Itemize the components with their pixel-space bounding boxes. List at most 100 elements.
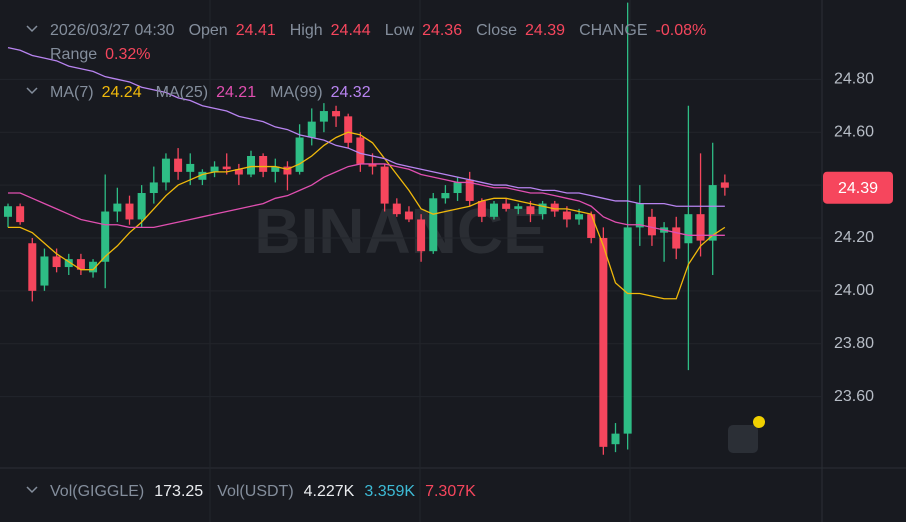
info-value: 24.41 [236,22,276,39]
candle-body [307,121,316,138]
info-value: 24.44 [331,22,371,39]
candle-body [575,214,584,220]
candle-body [198,171,207,180]
info-label: High [290,22,323,39]
candle-body [720,182,729,188]
plot [0,2,822,455]
price-tag-label: 24.39 [838,180,878,197]
candle-body [89,261,98,273]
candle-body [550,203,559,212]
legend-value: 24.24 [102,84,142,101]
candle-body [137,193,146,220]
ma-line [7,46,725,207]
candle-body [514,206,523,209]
legend-value: 24.21 [216,84,256,101]
vol-label: Vol(USDT) [217,483,293,500]
candle-body [247,156,255,175]
chevron[interactable] [26,87,38,95]
price-tag [823,171,893,204]
candle-body [210,166,219,172]
y-tick-label: 24.60 [834,123,874,140]
vol-value: 4.227K [304,483,355,500]
candle-body [404,211,413,220]
candle-body [332,111,341,117]
notes-button[interactable] [728,425,758,453]
candle-body [271,166,280,172]
candle-body [125,203,134,220]
candle-body [429,198,438,252]
candle-body [52,256,61,268]
ma-line [8,163,725,236]
y-tick-label: 24.80 [834,71,874,88]
candle-body [295,137,304,172]
info-label: Low [385,22,415,39]
candle-body [283,166,292,175]
candle-body [356,137,365,164]
candle-body [4,206,12,217]
info-value: 24.36 [422,22,462,39]
ma-line [8,131,726,300]
chevron[interactable] [26,486,38,494]
candle-body [696,214,705,241]
legend-label: MA(99) [270,84,322,101]
candle-body [623,227,632,434]
info-value: -0.08% [656,22,707,39]
y-tick-label: 23.60 [834,388,874,405]
candle-body [161,158,170,183]
timestamp: 2026/03/27 04:30 [50,22,175,39]
candle-body [174,158,183,172]
legend-label: MA(7) [50,84,94,101]
candle-body [76,259,85,270]
legend-label: MA(25) [156,84,208,101]
candle-body [502,203,511,209]
info-label: Range [50,46,97,63]
candle-body [234,169,243,175]
vol-label: Vol(GIGGLE) [50,483,144,500]
candle-body [684,214,693,244]
info-label: Open [189,22,228,39]
candle-body [611,433,620,445]
candle-body [417,219,426,252]
candle-body [392,203,401,215]
candle-body [186,163,195,172]
candle-body [368,163,377,167]
candle-body [526,206,535,215]
candle-body [16,206,25,223]
notify-dot [753,416,765,428]
candle-body [344,116,353,143]
y-tick-label: 24.20 [834,229,874,246]
candle-body [40,256,49,286]
info-value: 24.39 [525,22,565,39]
y-tick-label: 23.80 [834,335,874,352]
vol-ma-value: 3.359K [364,483,415,500]
candle-body [647,216,656,236]
candle-body [380,166,389,204]
info-label: Close [476,22,517,39]
vol-value: 173.25 [154,483,203,500]
candle-body [708,185,717,241]
info-label: CHANGE [579,22,647,39]
candle-body [477,200,486,217]
vol-ma-value: 7.307K [425,483,476,500]
candle-body [149,182,158,194]
candle-body [562,211,571,220]
chevron[interactable] [26,25,38,33]
candle-body [587,214,596,238]
candle-body [222,166,231,170]
candle-body [113,203,122,212]
legend-value: 24.32 [331,84,371,101]
candle-body [259,156,268,172]
candle-body [453,182,462,194]
y-tick-label: 24.00 [834,282,874,299]
candle-body [672,227,681,249]
candle-body [319,111,328,122]
candle-body [635,203,644,228]
candle-body [490,203,498,217]
candle-body [101,211,110,262]
candle-body [465,179,474,201]
candle-body [538,203,547,215]
candle-body [28,243,37,291]
candle-body [599,237,608,447]
